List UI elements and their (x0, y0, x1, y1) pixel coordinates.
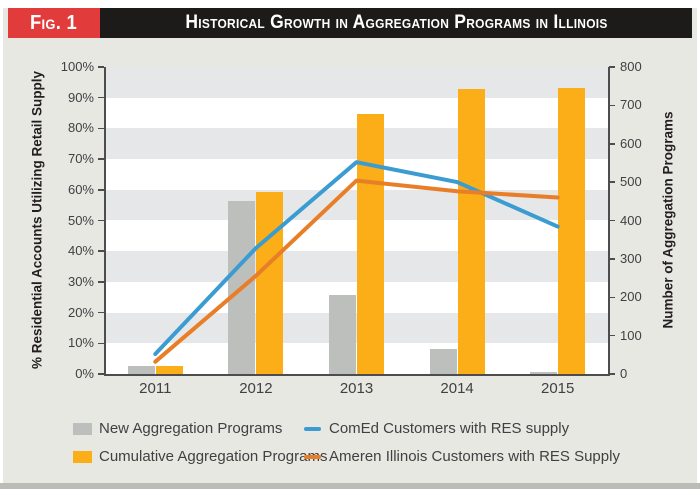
x-axis-label-2011: 2011 (139, 380, 172, 397)
bar-new-2011 (127, 366, 155, 374)
left-axis-tick-label: 10% (67, 335, 94, 351)
x-axis-label-2012: 2012 (239, 380, 273, 397)
right-axis-tick (609, 66, 615, 68)
bar-new-2013 (329, 294, 356, 374)
page-margin-bottom (0, 483, 700, 489)
left-axis-tick (98, 373, 104, 375)
right-axis-tick-label: 0 (620, 366, 628, 381)
left-axis-tick-label: 90% (67, 89, 94, 105)
right-axis-tick (609, 181, 615, 183)
left-axis-tick (98, 189, 104, 191)
gray-square-swatch (73, 422, 92, 435)
right-axis-tick (609, 143, 615, 145)
right-axis-tick-label: 200 (620, 289, 642, 305)
left-axis-tick-label: 40% (67, 243, 94, 259)
bar-cumulative-2015 (558, 88, 586, 374)
left-axis-tick (98, 96, 104, 99)
orange-square-swatch (73, 450, 92, 463)
figure-title: Historical Growth in Aggregation Program… (100, 8, 692, 38)
legend-label-ameren: Ameren Illinois Customers with RES Suppl… (329, 448, 620, 465)
left-axis-line (104, 67, 106, 375)
left-axis-tick (98, 342, 104, 345)
blue-line-swatch (304, 426, 321, 431)
bar-cumulative-2011 (155, 366, 183, 374)
plot-area (105, 67, 608, 374)
bar-cumulative-2014 (457, 88, 485, 374)
right-axis-line (608, 67, 610, 375)
legend-item-comed: ComEd Customers with RES supply (304, 420, 569, 437)
bar-new-2015 (530, 372, 558, 374)
legend-item-new-programs: New Aggregation Programs (73, 420, 282, 437)
x-axis-label-2015: 2015 (541, 380, 575, 397)
left-axis-tick (98, 311, 104, 314)
right-axis-tick-label: 500 (620, 174, 642, 190)
legend-label-comed: ComEd Customers with RES supply (329, 420, 570, 437)
bar-cumulative-2012 (256, 191, 284, 374)
orange-line-swatch (304, 454, 321, 459)
left-axis-tick (98, 158, 104, 160)
bar-new-2014 (429, 348, 457, 374)
figure-header: Fig. 1 Historical Growth in Aggregation … (8, 8, 692, 38)
legend-item-cumulative-programs: Cumulative Aggregation Programs (73, 448, 327, 465)
right-axis-tick-label: 400 (620, 212, 642, 228)
right-axis-tick (609, 296, 615, 298)
legend-label-cumulative-programs: Cumulative Aggregation Programs (99, 448, 328, 465)
left-axis-tick-label: 0% (75, 366, 94, 381)
left-axis-tick (98, 219, 104, 222)
left-axis-tick (98, 281, 104, 283)
left-axis-tick (98, 250, 104, 252)
left-axis-tick-label: 70% (67, 151, 94, 167)
bar-cumulative-2013 (357, 114, 384, 374)
figure-number-badge: Fig. 1 (8, 8, 100, 38)
figure-number-text: Fig. 1 (30, 11, 78, 34)
right-axis-tick (609, 373, 615, 375)
page-margin-left (0, 0, 3, 489)
right-axis-tick-label: 700 (620, 97, 642, 113)
left-axis-title: % Residential Accounts Utilizing Retail … (29, 70, 45, 370)
right-axis-tick (609, 104, 615, 107)
left-axis-tick (98, 66, 104, 68)
right-axis-title: Number of Aggregation Programs (660, 111, 676, 329)
plot-stripe (105, 128, 608, 160)
right-axis-tick-label: 300 (620, 250, 642, 266)
right-axis-tick (609, 258, 615, 260)
left-axis-tick-label: 50% (67, 212, 94, 228)
left-axis-tick-label: 60% (67, 181, 94, 197)
left-axis-tick-label: 80% (67, 120, 94, 136)
left-axis-tick (98, 127, 104, 130)
left-axis-tick-label: 20% (67, 304, 94, 320)
right-axis-tick (609, 219, 615, 222)
right-axis-tick-label: 100 (620, 327, 642, 343)
figure-title-text: Historical Growth in Aggregation Program… (184, 12, 608, 33)
bar-new-2012 (228, 200, 256, 374)
chart-area: % Residential Accounts Utilizing Retail … (0, 38, 700, 458)
page-margin-right (697, 0, 700, 489)
left-axis-tick-label: 100% (60, 59, 94, 74)
page-margin-top (0, 0, 700, 8)
legend-label-new-programs: New Aggregation Programs (99, 420, 283, 437)
x-axis-label-2013: 2013 (339, 380, 374, 397)
x-axis-label-2014: 2014 (440, 380, 474, 397)
legend-item-ameren: Ameren Illinois Customers with RES Suppl… (304, 448, 620, 465)
plot-stripe (105, 67, 608, 98)
right-axis-tick (609, 334, 615, 337)
x-axis-line (104, 374, 610, 376)
right-axis-tick-label: 600 (620, 135, 642, 151)
left-axis-tick-label: 30% (67, 273, 94, 289)
right-axis-tick-label: 800 (620, 59, 642, 74)
